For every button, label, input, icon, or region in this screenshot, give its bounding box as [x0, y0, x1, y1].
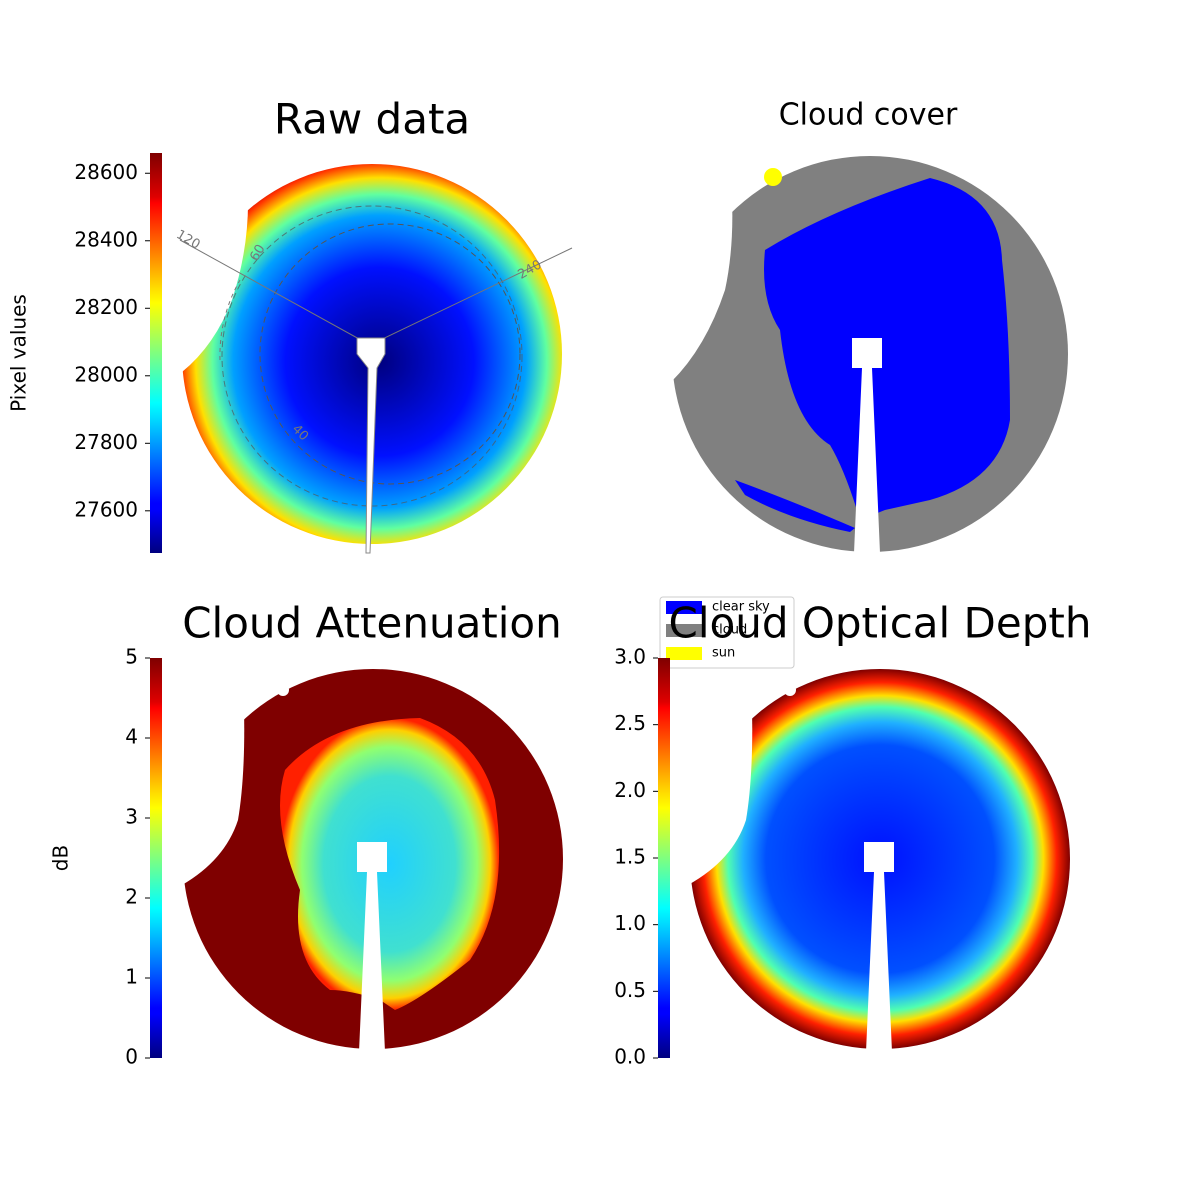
legend-label: sun: [712, 646, 735, 661]
colorbar-tick-label: 2.5: [614, 711, 646, 735]
legend: clear sky cloud sun: [659, 596, 795, 669]
legend-label: clear sky: [712, 600, 770, 615]
colorbar-tick-label: 28600: [74, 160, 138, 184]
colorbar-tick-label: 2.0: [614, 778, 646, 802]
panel-title: Cloud Optical Depth: [669, 599, 1092, 648]
panel-title: Cloud cover: [779, 98, 958, 133]
colorbar-tick-label: 3.0: [614, 645, 646, 669]
colorbar-tick-label: 27600: [74, 497, 138, 521]
panel-title: Cloud Attenuation: [182, 599, 562, 648]
legend-label: cloud: [712, 623, 747, 638]
colorbar-tick-label: 28200: [74, 295, 138, 319]
legend-swatch: [666, 624, 702, 637]
colorbar-tick-label: 1: [125, 965, 138, 989]
legend-swatch: [666, 601, 702, 614]
colorbar-tick-label: 28400: [74, 227, 138, 251]
legend-swatch: [666, 647, 702, 660]
cloud-cover-image: [665, 150, 1068, 553]
colorbar-tick-label: 4: [125, 725, 138, 749]
colorbar-tick-label: 1.5: [614, 845, 646, 869]
optical-depth-image: [682, 660, 1070, 1052]
colorbar-label: Pixel values: [7, 294, 31, 412]
colorbar-tick-label: 0.5: [614, 978, 646, 1002]
colorbar-tick-label: 0.0: [614, 1045, 646, 1069]
colorbar: [150, 153, 162, 553]
colorbar-tick-label: 2: [125, 885, 138, 909]
colorbar-tick-label: 0: [125, 1045, 138, 1069]
colorbar: [658, 658, 670, 1058]
colorbar-label: dB: [49, 845, 73, 871]
colorbar-tick-label: 3: [125, 805, 138, 829]
colorbar-tick-label: 1.0: [614, 911, 646, 935]
raw-image: 120 60 240 40: [173, 160, 573, 554]
colorbar-tick-label: 5: [125, 645, 138, 669]
colorbar-tick-label: 27800: [74, 430, 138, 454]
colorbar: [150, 658, 162, 1058]
polar-label: 60: [247, 242, 268, 264]
attenuation-image: [175, 660, 563, 1052]
colorbar-tick-label: 28000: [74, 362, 138, 386]
panel-title: Raw data: [274, 95, 470, 144]
